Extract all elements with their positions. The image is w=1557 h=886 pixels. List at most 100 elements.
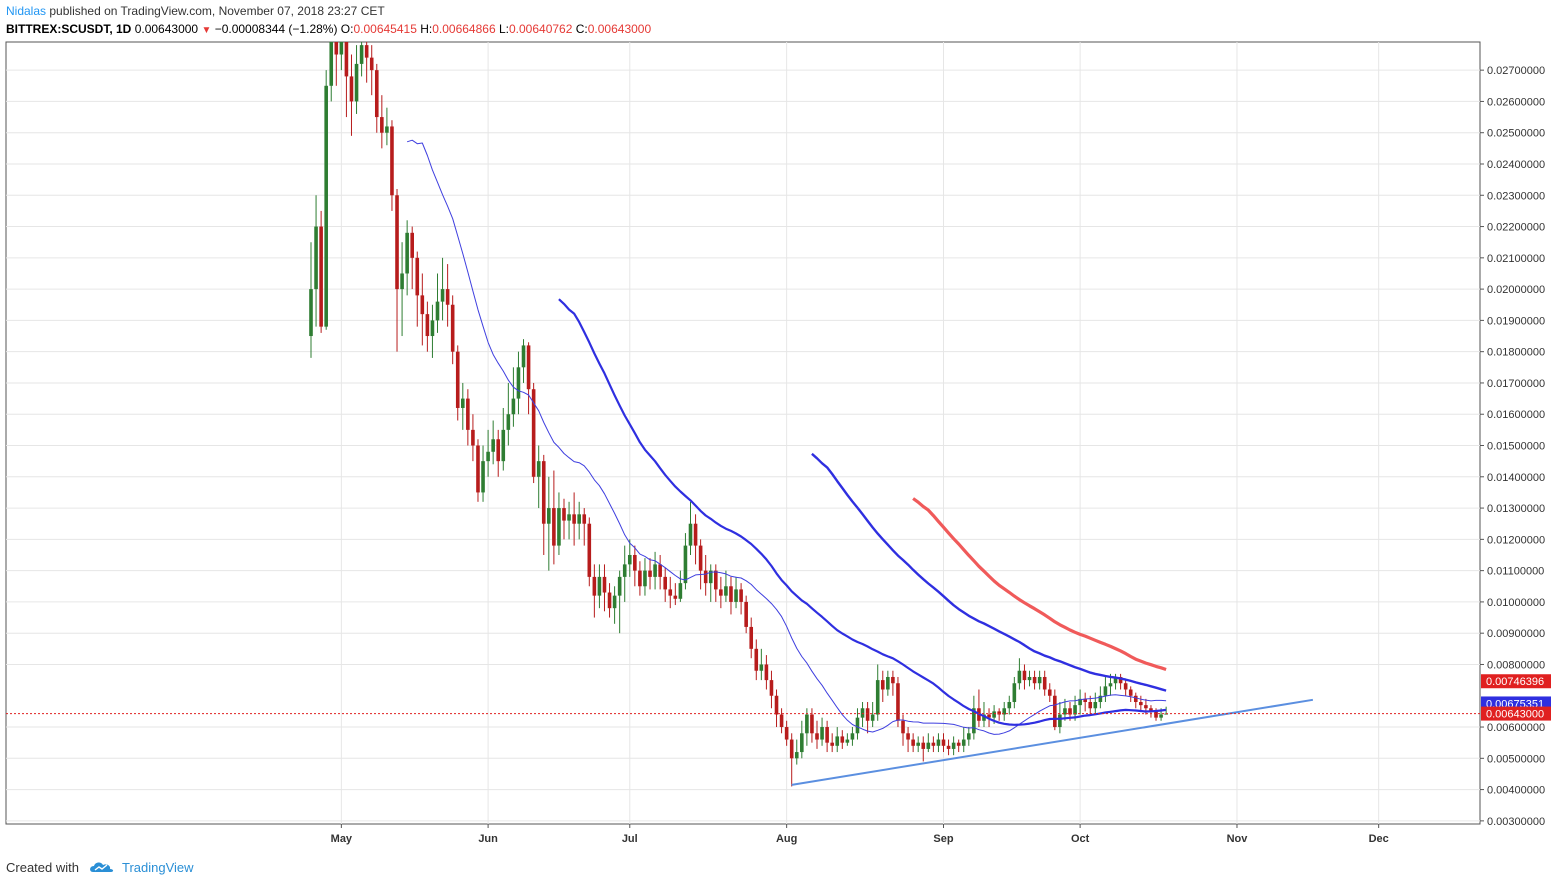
candle-body [901,720,905,734]
candle-body [319,226,323,327]
candle-body [597,576,602,596]
candle-body [633,554,637,571]
open-value: 0.00645415 [353,22,417,36]
plot-area [5,41,1481,825]
candle-body [936,739,941,746]
candle-body [324,85,328,327]
published-line: Nidalas published on TradingView.com, No… [6,4,385,18]
candle-body [830,742,834,746]
candle-body [445,289,450,305]
candle-body [668,589,673,596]
candle-body [688,523,693,546]
candle-body [1088,702,1093,709]
y-tick-label: 0.02100000 [1487,253,1545,265]
candle-body [374,70,379,118]
tradingview-brand[interactable]: TradingView [122,860,194,875]
candle-body [354,63,359,102]
high-label: H: [420,22,433,36]
candle-body [921,742,926,749]
low-value: 0.00640762 [508,22,573,36]
y-tick-label: 0.02700000 [1487,65,1545,77]
change-value: −0.00008344 (−1.28%) [214,22,338,36]
candle-body [1154,711,1158,718]
y-tick-label: 0.00300000 [1487,816,1545,828]
candle-body [1053,695,1057,728]
author-name[interactable]: Nidalas [6,4,47,18]
y-tick-label: 0.01700000 [1487,378,1545,390]
candle-body [860,708,865,718]
candle-body [612,595,617,609]
candle-body [334,42,339,55]
candle-body [349,76,354,102]
candle-body [865,708,870,721]
candle-body [430,320,435,337]
candle-body [1007,702,1012,709]
candle-body [759,664,764,671]
candle-body [820,727,824,740]
candle-body [972,708,976,734]
candle-body [683,545,688,584]
candle-body [309,289,313,337]
candle-body [536,461,541,477]
candle-body [1139,702,1143,706]
candle-body [1017,670,1022,684]
candle-body [800,733,804,753]
candle-body [496,439,501,462]
candle-body [547,508,551,524]
candle-body [698,545,703,571]
candle-body [455,351,460,408]
candle-body [1047,689,1052,696]
candle-body [1098,695,1103,703]
y-tick-label: 0.00600000 [1487,722,1545,734]
candle-body [997,711,1001,715]
candle-body [1118,676,1123,684]
low-label: L: [498,22,509,36]
candle-body [961,739,966,746]
candle-body [992,711,996,718]
candle-body [1058,714,1062,728]
candle-body [1022,670,1027,681]
candle-body [967,733,971,740]
candle-body [1103,686,1108,696]
footer: Created with TradingView [6,860,194,877]
y-tick-label: 0.02600000 [1487,96,1545,108]
y-tick-label: 0.01600000 [1487,409,1545,421]
candle-body [724,586,728,596]
candle-body [592,576,597,596]
y-tick-label: 0.02500000 [1487,128,1545,140]
candle-body [714,570,718,590]
candle-body [840,736,845,743]
candle-body [531,389,536,477]
x-tick-label: Sep [933,833,953,845]
candle-body [1133,695,1138,703]
published-text: published on TradingView.com, November 0… [49,4,385,18]
candle-body [344,42,349,77]
candle-body [410,232,414,258]
candle-body [850,733,855,740]
candle-body [607,592,612,609]
candle-body [471,429,475,446]
candle-body [587,523,592,577]
tradingview-cloud-icon[interactable] [89,860,115,877]
y-tick-label: 0.01300000 [1487,503,1545,515]
price-label-box [1481,674,1551,689]
x-tick-label: Oct [1071,833,1090,845]
candle-body [440,289,445,302]
candle-body [643,570,647,587]
candle-body [511,398,516,415]
price-label-box [1481,706,1551,721]
candle-body [916,742,920,746]
candle-body [314,226,318,290]
candle-body [845,739,850,743]
price-chart[interactable]: 0.02700000 0.02600000 0.02500000 0.02400000… [0,0,1557,850]
candle-body [886,676,890,690]
y-tick-label: 0.01100000 [1487,566,1544,578]
candle-body [774,695,779,715]
candle-body [663,576,667,590]
candle-body [1027,676,1032,681]
candle-body [562,508,566,521]
candle-body [749,626,754,649]
high-value: 0.00664866 [432,22,496,36]
candle-body [911,739,915,746]
plot-content [6,42,1480,787]
